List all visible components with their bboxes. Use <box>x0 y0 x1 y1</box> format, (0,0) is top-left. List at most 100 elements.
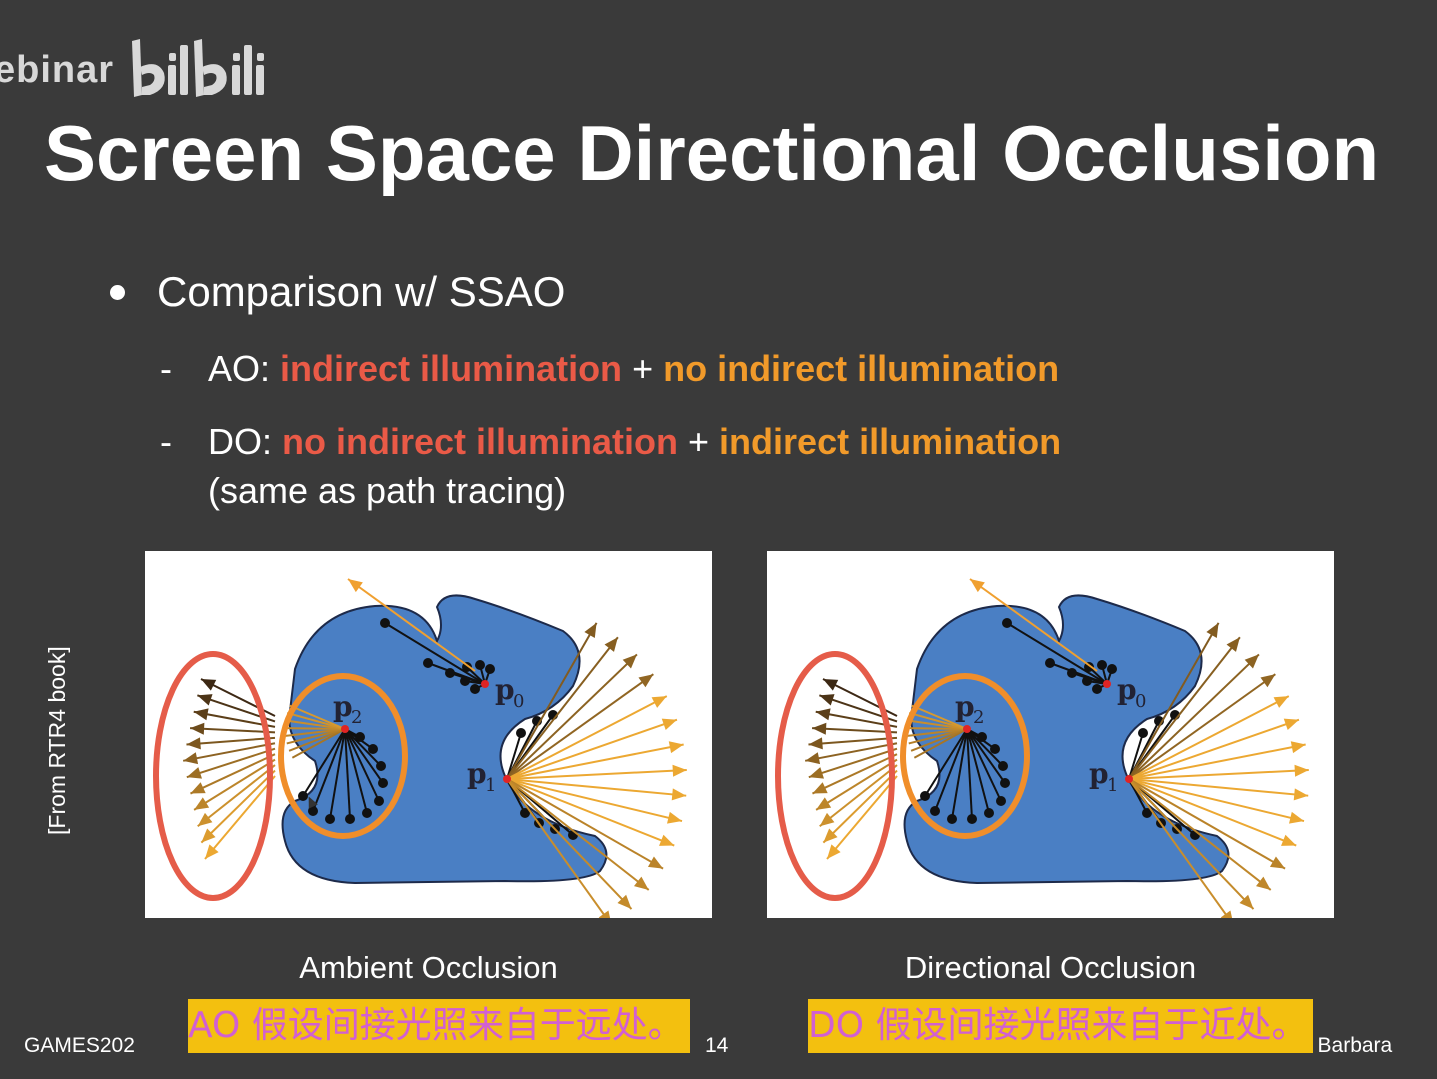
p2-ray-4 <box>966 728 990 814</box>
p2-sample-5 <box>996 796 1006 806</box>
p2-ray-6 <box>344 728 384 784</box>
p1-out-8-head <box>1293 788 1309 801</box>
p2-sample-4 <box>984 808 994 818</box>
p2-glow-4 <box>906 727 968 730</box>
ray-far-5-head <box>805 752 821 765</box>
p1-out-4 <box>1128 695 1290 780</box>
p1-out-4 <box>506 695 668 780</box>
p1-label: p <box>467 757 487 790</box>
do-subbullet: - DO: no indirect illumination + indirect… <box>160 421 1061 463</box>
ray-far-0-head <box>201 679 217 691</box>
ray-far-5-head <box>183 752 199 765</box>
p1-out-13-head <box>617 894 632 910</box>
p0-escape-ray <box>347 578 476 672</box>
ray-far-9-head <box>819 812 835 827</box>
subtitle-do: DO 假设间接光照来自于近处。 <box>808 999 1313 1053</box>
p2-sample-6 <box>1000 778 1010 788</box>
p2-label: p <box>955 690 975 723</box>
p0-sample-3 <box>1082 676 1092 686</box>
p1-out-11-head <box>647 856 664 869</box>
p1-out-5 <box>506 718 678 780</box>
p1-out-13 <box>1128 778 1255 910</box>
ray-far-10-head <box>823 828 838 843</box>
p0-escape-ray-head <box>970 579 985 593</box>
p0-point <box>481 680 489 688</box>
p1-out-8 <box>1128 778 1309 797</box>
p1-sample-0 <box>1138 728 1148 738</box>
p1-sample-0 <box>516 728 526 738</box>
p1-out-9-head <box>667 811 683 824</box>
p1-out-0-head <box>1206 622 1219 638</box>
ray-far-6 <box>808 747 898 779</box>
ray-far-3 <box>812 727 898 734</box>
p1-out-0 <box>1128 622 1220 780</box>
p2-glow-4 <box>284 727 346 730</box>
p2-point <box>963 725 971 733</box>
ray-far-5 <box>804 742 898 762</box>
p2-sample-3 <box>967 814 977 824</box>
p0-label: p <box>1117 673 1137 706</box>
p1-out-6-head <box>668 741 684 754</box>
subtitle-ao: AO 假设间接光照来自于远处。 <box>188 999 690 1053</box>
ray-far-6-head <box>186 767 202 779</box>
p2-ray-5 <box>966 728 1002 802</box>
p0-sample-2 <box>445 668 455 678</box>
source-note-text: [From RTR4 book] <box>44 646 70 835</box>
bilibili-watermark: ebinar <box>0 30 268 110</box>
do-continuation: (same as path tracing) <box>208 470 567 511</box>
p1-out-5 <box>1128 718 1300 780</box>
ray-far-1-head <box>197 694 213 706</box>
do-part2: indirect illumination <box>719 421 1062 462</box>
p1-out-3 <box>1128 673 1276 780</box>
p0-sample-6 <box>475 660 485 670</box>
p1-out-8-head <box>671 788 687 801</box>
p2-glow-3 <box>285 728 346 737</box>
ray-far-11-head <box>827 844 841 859</box>
ray-far-11 <box>826 775 898 860</box>
p2-sample-9 <box>977 732 987 742</box>
p1-out-5-head <box>1283 718 1299 730</box>
p2-glow-1 <box>910 728 968 752</box>
p2-glow-0 <box>913 728 968 759</box>
p1-out-10 <box>506 778 675 847</box>
p0-sample-3 <box>460 676 470 686</box>
bullet-item: Comparison w/ SSAO <box>110 268 565 316</box>
p1-out-0 <box>506 622 598 780</box>
ray-far-10 <box>200 769 276 844</box>
p2-ray-3 <box>344 728 351 820</box>
p0-ray-0 <box>384 622 486 685</box>
slide-title: Screen Space Directional Occlusion <box>44 109 1380 197</box>
p1-out-1-head <box>1226 637 1240 652</box>
ao-dash: - <box>160 348 172 389</box>
p2-sub: 2 <box>973 707 984 728</box>
p2-glow-6 <box>286 711 346 730</box>
p0-sample-0 <box>1002 618 1012 628</box>
ray-far-8 <box>193 758 276 811</box>
watermark-text: ebinar <box>0 48 115 91</box>
ray-far-11-head <box>205 844 219 859</box>
p1-out-12-head <box>1256 876 1271 890</box>
p1-out-9 <box>1128 778 1305 823</box>
p2-ray-5 <box>344 728 380 802</box>
p2-glow-1 <box>288 728 346 752</box>
p0-sample-1 <box>1045 658 1055 668</box>
p1-point <box>1125 775 1133 783</box>
p2-ray-6 <box>966 728 1006 784</box>
ray-far-6 <box>186 747 276 779</box>
near-region-ellipse <box>900 673 1030 839</box>
ray-far-3 <box>190 727 276 734</box>
footer-page-number: 14 <box>705 1034 729 1057</box>
p1-out-7-head <box>1294 764 1309 777</box>
p2-ray-2 <box>951 728 968 820</box>
ray-far-7 <box>812 753 898 795</box>
p2-ray-0 <box>302 728 346 797</box>
bullet-dot-icon <box>110 284 125 300</box>
p2-sample-0 <box>298 791 308 801</box>
p1-point <box>503 775 511 783</box>
p2-ray-4 <box>344 728 368 814</box>
p0-sample-4 <box>1092 684 1102 694</box>
p1-out-11 <box>1128 778 1286 870</box>
do-dash: - <box>160 421 172 462</box>
p2-ray-1 <box>934 728 968 812</box>
p1-out-7 <box>1128 769 1309 780</box>
